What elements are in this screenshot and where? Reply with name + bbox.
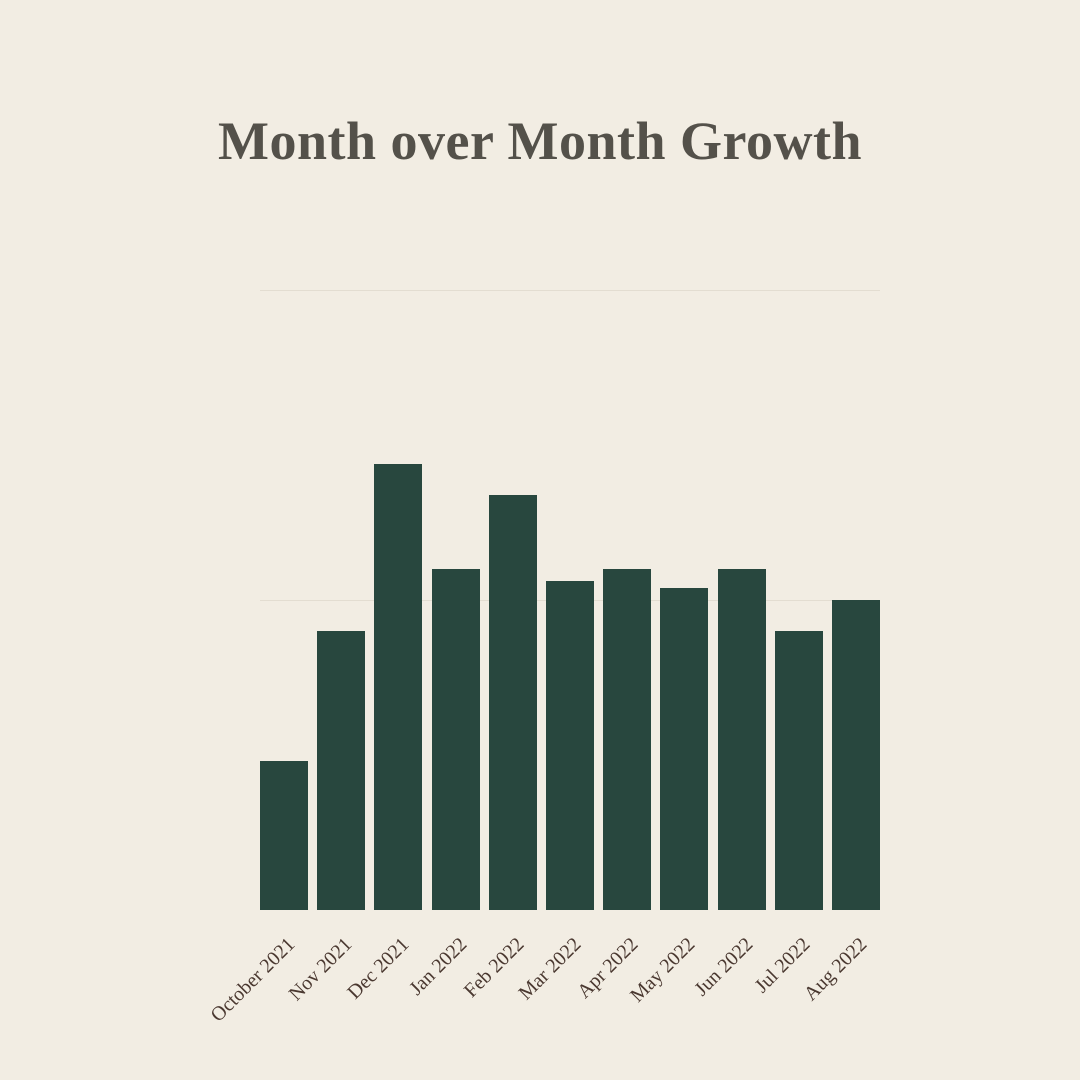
chart-title: Month over Month Growth — [0, 110, 1080, 172]
chart-container: Month over Month Growth October 2021Nov … — [0, 0, 1080, 1080]
plot — [260, 290, 880, 910]
x-axis-labels: October 2021Nov 2021Dec 2021Jan 2022Feb … — [260, 920, 880, 1060]
chart-plot-area — [260, 290, 880, 910]
bar — [432, 569, 480, 910]
bars — [260, 290, 880, 910]
bar — [603, 569, 651, 910]
bar — [775, 631, 823, 910]
bar — [260, 761, 308, 910]
bar — [374, 464, 422, 910]
bar — [660, 588, 708, 910]
bar — [489, 495, 537, 910]
bar — [718, 569, 766, 910]
bar — [546, 581, 594, 910]
bar — [832, 600, 880, 910]
bar — [317, 631, 365, 910]
